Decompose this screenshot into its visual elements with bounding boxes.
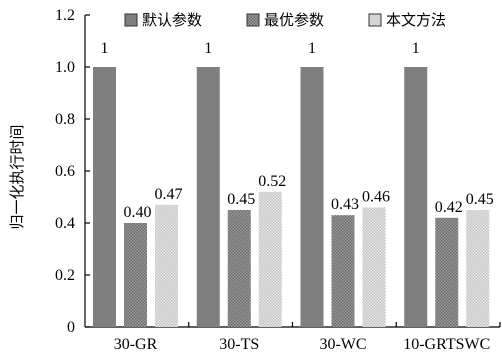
legend-label-default-params: 默认参数: [142, 11, 202, 29]
bars: [93, 67, 490, 327]
bar-optimal-params: [227, 210, 251, 327]
y-axis-label: 归一化执行时间: [8, 124, 26, 229]
y-tick-label: 1.2: [55, 7, 75, 24]
legend-item-default-params: 默认参数: [124, 11, 202, 29]
bar-proposed-method: [258, 191, 282, 327]
bar-value-proposed-method: 0.47: [155, 186, 183, 203]
bar-default-params: [196, 67, 220, 327]
bar-value-default-params: 1: [101, 40, 109, 57]
bar-value-optimal-params: 0.43: [331, 196, 359, 213]
x-tick-label: 30-GR: [114, 336, 158, 353]
bar-value-optimal-params: 0.45: [227, 191, 255, 208]
bar-optimal-params: [124, 223, 147, 327]
legend-item-proposed-method: 本文方法: [368, 11, 446, 29]
bar-optimal-params: [331, 215, 355, 327]
y-tick-label: 0.8: [55, 111, 75, 128]
bar-default-params: [404, 67, 428, 327]
bar-value-proposed-method: 0.46: [362, 188, 390, 205]
legend-item-optimal-params: 最优参数: [246, 11, 324, 29]
bar-optimal-params: [435, 217, 459, 327]
bar-proposed-method: [466, 210, 490, 327]
legend-swatch-default-params: [124, 13, 138, 27]
y-tick-label: 0.4: [55, 215, 75, 232]
bar-value-optimal-params: 0.42: [435, 199, 463, 216]
legend-label-proposed-method: 本文方法: [386, 11, 446, 29]
bar-proposed-method: [362, 207, 386, 327]
legend: 默认参数 最优参数 本文方法: [124, 11, 446, 29]
bar-value-proposed-method: 0.45: [466, 191, 494, 208]
bar-value-default-params: 1: [308, 40, 316, 57]
bar-default-params: [93, 67, 116, 327]
y-tick-label: 1.0: [55, 59, 75, 76]
legend-swatch-proposed-method: [368, 13, 382, 27]
y-tick-label: 0.2: [55, 267, 75, 284]
x-tick-label: 30-TS: [219, 336, 259, 353]
axes: 0 0.2 0.4 0.6 0.8 1.0 1.2 30-GR 30-TS 30-WC 10-GRT…: [55, 7, 501, 353]
bar-value-proposed-method: 0.52: [258, 173, 286, 190]
bar-proposed-method: [155, 204, 178, 327]
bar-default-params: [300, 67, 324, 327]
y-tick-label: 0.6: [55, 163, 75, 180]
legend-swatch-optimal-params: [246, 13, 260, 27]
legend-label-optimal-params: 最优参数: [264, 11, 324, 29]
bar-value-default-params: 1: [412, 40, 420, 57]
x-tick-label: 10-GRTSWC: [403, 336, 490, 353]
y-tick-label: 0: [67, 319, 75, 336]
bar-value-default-params: 1: [204, 40, 212, 57]
bar-value-optimal-params: 0.40: [124, 204, 152, 221]
x-tick-label: 30-WC: [319, 336, 366, 353]
